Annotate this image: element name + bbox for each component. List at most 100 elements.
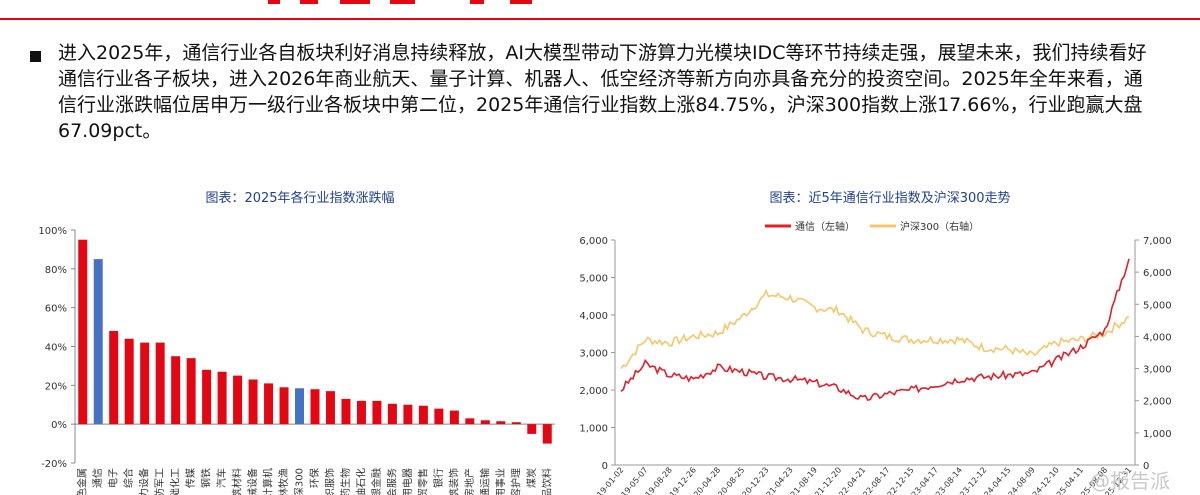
bar-category-label: 建筑装饰 xyxy=(447,468,460,495)
header-mark xyxy=(470,0,484,4)
bar-category-label: 社会服务 xyxy=(385,468,398,495)
bar-y-tick-label: 80% xyxy=(45,265,67,276)
bar-19 xyxy=(372,400,382,425)
bar-category-label: 交通运输 xyxy=(478,468,491,495)
bar-24 xyxy=(449,410,459,425)
bar-category-label: 商贸零售 xyxy=(416,468,429,495)
telecom-line xyxy=(620,258,1130,402)
bar-0 xyxy=(78,239,88,425)
bar-y-tick-label: 20% xyxy=(45,381,67,392)
bar-13 xyxy=(279,387,289,425)
bar-category-label: 电力设备 xyxy=(138,468,151,495)
bar-10 xyxy=(233,375,243,425)
bar-category-label: 电子 xyxy=(107,468,120,488)
bar-category-label: 汽车 xyxy=(215,468,228,488)
bar-category-label: 计算机 xyxy=(262,468,275,495)
bar-y-tick-label: -20% xyxy=(41,459,67,470)
header-mark xyxy=(268,0,280,4)
bar-30 xyxy=(542,424,552,444)
right-tick-label: 5,000 xyxy=(1143,300,1172,311)
left-tick-label: 5,000 xyxy=(579,274,608,285)
bar-category-label: 综合 xyxy=(122,468,135,488)
bar-category-label: 通信 xyxy=(92,468,104,488)
legend-label: 通信（左轴） xyxy=(795,220,855,233)
bar-17 xyxy=(341,398,351,425)
bar-category-label: 国防军工 xyxy=(153,468,166,495)
header-rule xyxy=(0,18,1200,20)
bar-21 xyxy=(403,404,413,425)
bar-2 xyxy=(109,330,119,425)
bar-25 xyxy=(465,418,475,425)
bar-category-label: 农林牧渔 xyxy=(277,468,290,495)
bar-26 xyxy=(480,420,490,425)
bar-chart-title: 图表：2025年各行业指数涨跌幅 xyxy=(205,191,395,206)
left-tick-label: 6,000 xyxy=(579,236,608,247)
header-mark xyxy=(390,0,415,4)
watermark-text: @报告派 xyxy=(1090,469,1170,493)
hs300-line xyxy=(620,288,1130,370)
bar-category-label: 家用电器 xyxy=(401,468,414,495)
right-tick-label: 6,000 xyxy=(1143,268,1172,279)
bar-12 xyxy=(264,383,274,425)
bar-category-label: 机械设备 xyxy=(246,468,259,495)
left-tick-label: 4,000 xyxy=(579,311,608,322)
bar-5 xyxy=(155,342,165,425)
bar-20 xyxy=(387,403,397,425)
left-tick-label: 3,000 xyxy=(579,349,608,360)
left-tick-label: 0 xyxy=(602,461,608,472)
bar-16 xyxy=(325,391,335,425)
bar-14 xyxy=(295,388,305,425)
bar-6 xyxy=(171,356,181,425)
bar-y-tick-label: 100% xyxy=(38,226,67,237)
bar-chart: -20% 0% 20% 40% 60% 80% 100% 有色金属 通信 电子 综合 电力设备 国防军工… xyxy=(38,226,555,495)
bar-8 xyxy=(202,369,212,425)
bar-15 xyxy=(310,389,320,425)
bar-y-tick-label: 0% xyxy=(51,420,67,431)
bar-category-label: 银行 xyxy=(432,468,445,488)
bar-y-tick-label: 60% xyxy=(45,304,67,315)
bar-category-label: 环保 xyxy=(308,468,321,488)
bar-23 xyxy=(434,408,444,425)
bullet-text: 进入2025年，通信行业各自板块利好消息持续释放，AI大模型带动下游算力光模块I… xyxy=(58,42,1147,142)
square-bullet-icon xyxy=(30,51,41,62)
bar-3 xyxy=(124,338,134,425)
bar-category-label: 非银金融 xyxy=(370,468,383,495)
bar-category-label: 食品饮料 xyxy=(540,468,553,495)
bar-18 xyxy=(356,400,366,425)
bar-category-label: 有色金属 xyxy=(76,468,89,495)
bar-category-label: 石油石化 xyxy=(354,468,367,495)
bar-y-tick-label: 40% xyxy=(45,343,67,354)
bar-category-label: 纺织服饰 xyxy=(323,468,336,495)
right-tick-label: 4,000 xyxy=(1143,332,1172,343)
bar-1 xyxy=(93,259,103,425)
line-chart: 通信（左轴） 沪深300（右轴） 0 1,000 2,000 3,000 4,000 5,00… xyxy=(579,220,1172,495)
left-tick-label: 2,000 xyxy=(579,386,608,397)
right-tick-label: 7,000 xyxy=(1143,236,1172,247)
bar-22 xyxy=(418,405,428,425)
bar-category-label: 基础化工 xyxy=(169,468,182,495)
right-tick-label: 3,000 xyxy=(1143,365,1172,376)
bar-27 xyxy=(496,421,506,425)
header-mark xyxy=(510,0,532,4)
left-tick-label: 1,000 xyxy=(579,424,608,435)
bar-category-label: 钢铁 xyxy=(200,468,213,488)
bar-category-label: 房地产 xyxy=(463,468,476,495)
right-tick-label: 1,000 xyxy=(1143,429,1172,440)
bar-11 xyxy=(248,379,258,425)
bar-category-label: 传媒 xyxy=(185,468,197,488)
bar-7 xyxy=(186,358,196,425)
bar-category-label: 美容护理 xyxy=(509,468,522,495)
bar-29 xyxy=(527,424,537,434)
bar-9 xyxy=(217,371,227,425)
bar-category-label: 沪深300 xyxy=(293,468,306,495)
right-tick-label: 0 xyxy=(1143,461,1149,472)
bar-category-label: 煤炭 xyxy=(525,468,538,488)
line-chart-title: 图表：近5年通信行业指数及沪深300走势 xyxy=(769,191,1011,206)
bar-category-label: 公用事业 xyxy=(494,468,507,495)
bar-4 xyxy=(140,342,150,425)
header-mark xyxy=(300,0,318,4)
right-tick-label: 2,000 xyxy=(1143,397,1172,408)
bar-28 xyxy=(511,422,521,425)
header-strip xyxy=(0,0,1200,20)
bar-category-label: 医药生物 xyxy=(339,468,352,495)
